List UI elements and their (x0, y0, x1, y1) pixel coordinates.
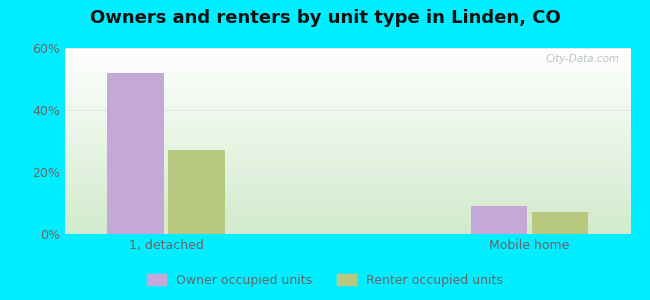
Bar (532, 212, 588, 234)
Bar (471, 206, 528, 234)
Bar (168, 150, 224, 234)
Text: City-Data.com: City-Data.com (545, 54, 619, 64)
Legend: Owner occupied units, Renter occupied units: Owner occupied units, Renter occupied un… (144, 270, 506, 291)
Text: Owners and renters by unit type in Linden, CO: Owners and renters by unit type in Linde… (90, 9, 560, 27)
Bar (107, 73, 164, 234)
